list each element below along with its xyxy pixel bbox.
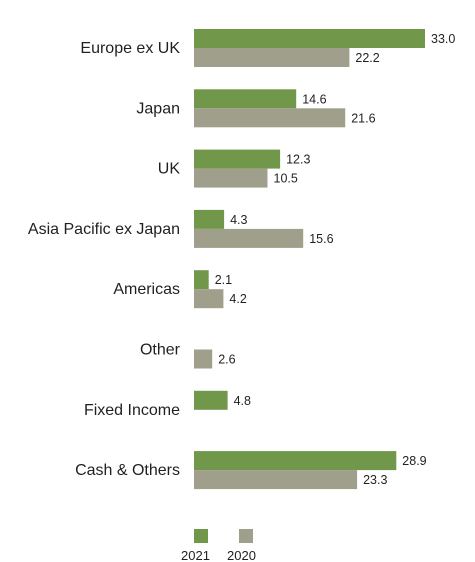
legend-label-2021: 2021 (181, 548, 210, 562)
category-group: Asia Pacific ex Japan 4.3 15.6 (28, 209, 334, 248)
data-label-2020: 15.6 (309, 232, 333, 246)
data-label-2021: 12.3 (286, 153, 310, 167)
data-label-2020: 10.5 (274, 172, 298, 186)
category-label: Asia Pacific ex Japan (28, 221, 180, 238)
bar-2020 (194, 289, 224, 309)
data-label-2020: 2.6 (218, 353, 235, 367)
bar-2021 (194, 29, 425, 48)
plot-area: Europe ex UK 33.0 22.2 Japan 14.6 21.6 UK 12.3 1… (28, 29, 455, 490)
bar-2020 (194, 349, 213, 369)
data-label-2020: 4.2 (229, 292, 246, 306)
bar-2020 (194, 168, 268, 188)
category-group: Americas 2.1 4.2 (113, 270, 247, 309)
data-label-2020: 23.3 (363, 473, 387, 487)
legend-swatch-2020 (239, 529, 253, 543)
legend-label-2020: 2020 (227, 548, 256, 562)
category-label: Americas (113, 281, 180, 298)
bar-2021 (194, 270, 209, 290)
category-label: Europe ex UK (80, 40, 180, 57)
data-label-2021: 28.9 (402, 454, 426, 468)
bar-2020 (194, 228, 304, 248)
data-label-2021: 4.3 (230, 213, 247, 227)
category-group: Japan 14.6 21.6 (136, 89, 376, 128)
data-label-2021: 4.8 (234, 394, 251, 408)
category-label: Fixed Income (84, 402, 180, 419)
bar-2021 (194, 390, 228, 410)
category-label: Japan (136, 100, 180, 117)
category-label: UK (158, 161, 181, 178)
category-label: Cash & Others (75, 462, 180, 479)
category-group: Fixed Income 4.8 (84, 390, 251, 419)
bar-2021 (194, 149, 281, 169)
category-group: Cash & Others 28.9 23.3 (75, 451, 427, 490)
category-group: UK 12.3 10.5 (158, 149, 310, 188)
bar-2020 (194, 470, 358, 490)
data-label-2020: 22.2 (355, 51, 379, 65)
data-label-2021: 14.6 (302, 92, 326, 106)
category-group: Europe ex UK 33.0 22.2 (80, 29, 455, 67)
bar-2021 (194, 209, 225, 229)
legend-swatch-2021 (194, 529, 208, 543)
category-label: Other (140, 342, 181, 359)
data-label-2021: 2.1 (215, 273, 232, 287)
category-group: Other 2.6 (140, 342, 236, 369)
bar-2020 (194, 108, 346, 128)
legend: 2021 2020 (181, 529, 256, 562)
bar-2021 (194, 89, 297, 109)
data-label-2020: 21.6 (351, 111, 375, 125)
bar-2020 (194, 48, 350, 67)
bar-2021 (194, 451, 397, 471)
data-label-2021: 33.0 (431, 32, 455, 46)
